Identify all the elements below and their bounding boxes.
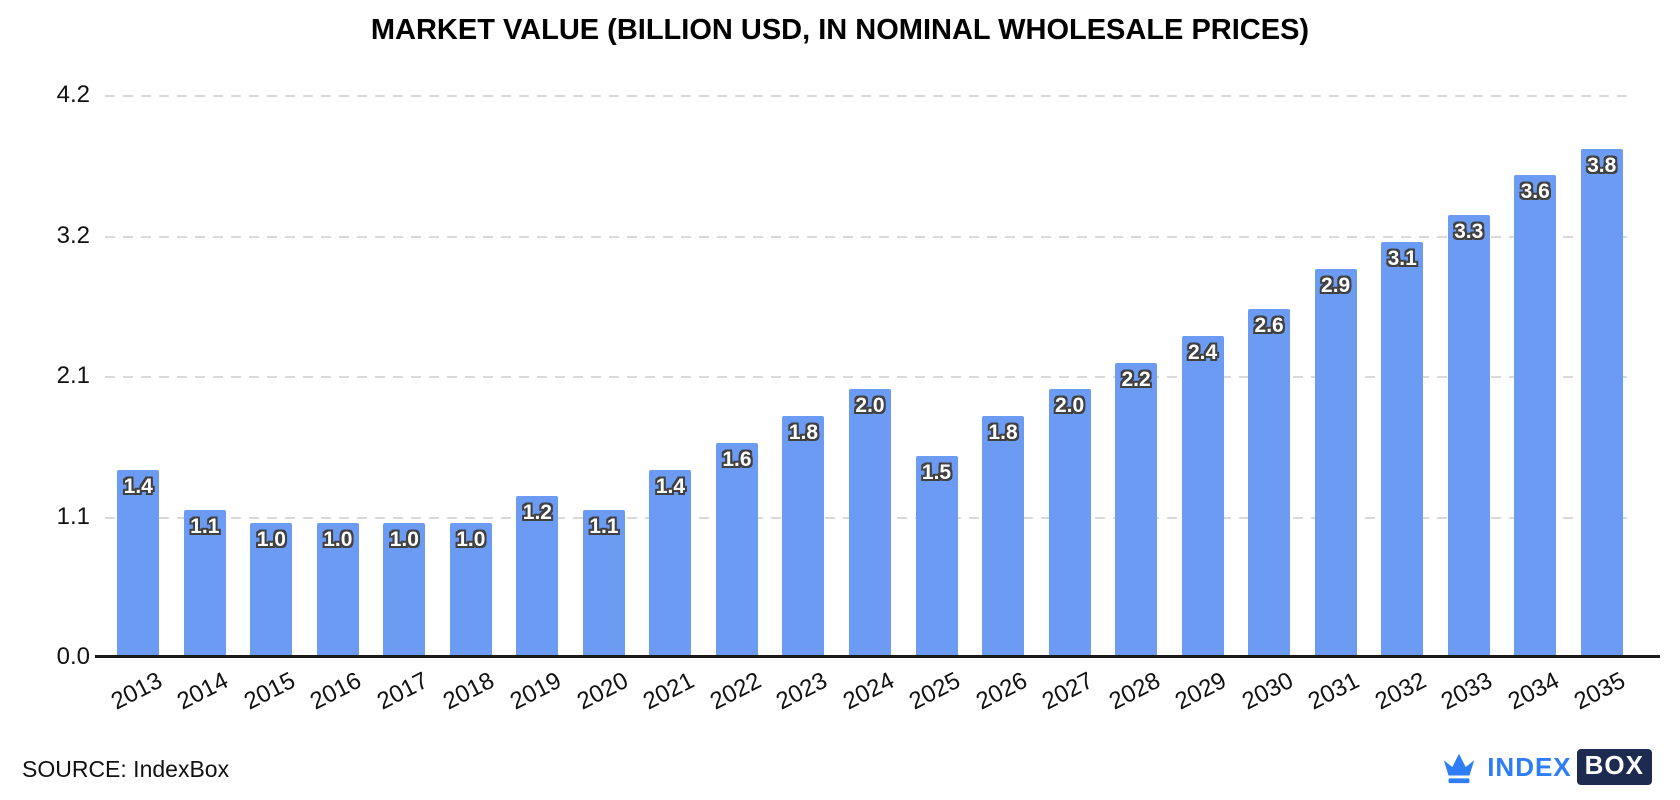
x-tick-label-2029: 2029	[1171, 667, 1231, 716]
bar-2026: 1.8	[982, 416, 1025, 657]
bar-value-label: 3.3	[1454, 220, 1484, 244]
indexbox-logo-icon	[1443, 753, 1475, 784]
bar-value-label: 2.4	[1187, 340, 1218, 364]
bar-2018: 1.0	[449, 523, 492, 657]
bar-value-label: 1.8	[988, 421, 1018, 445]
bar-value-label: 2.6	[1254, 314, 1284, 338]
bar-2021: 1.4	[649, 469, 692, 657]
chart-title: MARKET VALUE (BILLION USD, IN NOMINAL WH…	[370, 14, 1310, 46]
x-tick-label-2022: 2022	[705, 667, 766, 716]
bar-value-label: 1.1	[589, 514, 619, 538]
bar-value-label: 1.5	[921, 461, 952, 485]
bar-value-label: 1.4	[123, 474, 153, 498]
bar-2030: 2.6	[1248, 309, 1291, 657]
y-tick-label: 3.2	[56, 221, 90, 249]
bar-2019: 1.2	[516, 496, 559, 657]
y-tick-label: 1.1	[56, 502, 90, 530]
x-tick-label-2015: 2015	[239, 667, 300, 716]
gridline	[105, 95, 1635, 97]
bar-2029: 2.4	[1181, 335, 1224, 657]
bar-value-label: 1.0	[323, 528, 353, 552]
bar-value-label: 1.2	[522, 501, 552, 525]
x-tick-label-2032: 2032	[1370, 667, 1431, 716]
x-tick-label-2018: 2018	[439, 667, 500, 716]
bar-value-label: 2.2	[1121, 367, 1151, 391]
y-tick-label: 0.0	[56, 643, 90, 670]
x-tick-label-2034: 2034	[1503, 667, 1564, 716]
x-tick-label-2028: 2028	[1104, 667, 1165, 716]
bar-2022: 1.6	[715, 442, 758, 657]
x-tick-label-2013: 2013	[106, 667, 167, 716]
bar-value-label: 3.1	[1387, 247, 1417, 271]
y-tick-label: 2.1	[56, 362, 90, 389]
bar-2015: 1.0	[250, 523, 293, 657]
bar-value-label: 3.8	[1587, 153, 1617, 177]
x-tick-label-2030: 2030	[1237, 667, 1298, 716]
bar-value-label: 1.0	[389, 528, 419, 552]
logo-text-index: INDEX	[1487, 751, 1572, 782]
bar-value-label: 3.6	[1520, 180, 1550, 204]
bar-2025: 1.5	[915, 456, 958, 657]
bar-2027: 2.0	[1048, 389, 1091, 657]
y-tick-label: 4.2	[56, 81, 90, 108]
bar-value-label: 1.0	[256, 528, 286, 552]
bar-2020: 1.1	[582, 509, 625, 657]
x-tick-label-2014: 2014	[173, 667, 234, 716]
x-axis-line	[95, 655, 1660, 658]
x-tick-label-2019: 2019	[505, 667, 566, 716]
bar-value-label: 1.4	[655, 474, 686, 498]
bar-2031: 2.9	[1314, 268, 1357, 657]
x-tick-label-2025: 2025	[904, 667, 965, 716]
bar-value-label: 2.0	[1054, 394, 1085, 418]
x-tick-label-2027: 2027	[1038, 667, 1098, 716]
x-tick-label-2023: 2023	[771, 667, 832, 716]
x-tick-label-2024: 2024	[838, 667, 899, 716]
indexbox-logo: INDEX BOX	[1440, 748, 1652, 786]
x-tick-label-2035: 2035	[1570, 667, 1631, 716]
bar-value-label: 1.1	[190, 514, 220, 538]
bar-2013: 1.4	[117, 469, 160, 657]
bar-2016: 1.0	[316, 523, 359, 657]
x-tick-label-2026: 2026	[971, 667, 1032, 716]
bar-2035: 3.8	[1580, 148, 1623, 657]
logo-text-box: BOX	[1576, 749, 1652, 785]
x-tick-label-2033: 2033	[1437, 667, 1497, 716]
bar-2023: 1.8	[782, 416, 825, 657]
bar-2014: 1.1	[183, 509, 226, 657]
x-tick-label-2016: 2016	[306, 667, 367, 716]
bar-2032: 3.1	[1381, 242, 1424, 657]
gridline	[105, 376, 1635, 378]
bar-2024: 2.0	[849, 389, 891, 657]
plot-area: 1.4 1.1 1.0 1.0 1.0 1.0 1.2 1.1 1.4 1.6 1.8 2.0 1.5 1…	[105, 95, 1635, 657]
bar-value-label: 1.0	[456, 528, 486, 552]
bar-2033: 3.3	[1447, 215, 1490, 657]
x-tick-label-2031: 2031	[1304, 667, 1364, 716]
gridline	[105, 235, 1635, 238]
bar-value-label: 2.9	[1321, 273, 1351, 297]
bar-2028: 2.2	[1115, 362, 1158, 657]
bar-2017: 1.0	[383, 523, 426, 657]
x-tick-label-2021: 2021	[638, 667, 699, 716]
bar-2034: 3.6	[1514, 175, 1557, 657]
x-tick-label-2017: 2017	[372, 667, 433, 716]
x-tick-label-2020: 2020	[572, 667, 633, 716]
bar-value-label: 1.6	[722, 447, 752, 471]
source-label: SOURCE: IndexBox	[22, 756, 230, 782]
bar-value-label: 2.0	[855, 394, 885, 418]
bar-value-label: 1.8	[788, 421, 819, 445]
